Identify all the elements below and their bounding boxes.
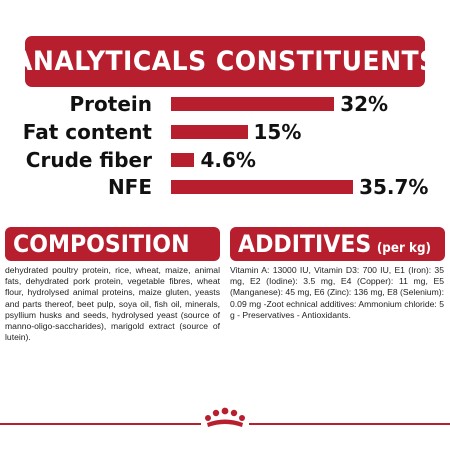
nutrient-row: Fat content 15% — [0, 119, 450, 145]
analytics-banner: ANALYTICALS CONSTITUENTS — [13, 36, 437, 87]
nutrient-bar — [171, 153, 195, 167]
nutrient-bar — [171, 180, 354, 194]
composition-header: COMPOSITION — [5, 227, 220, 261]
additives-text: Vitamin A: 13000 IU, Vitamin D3: 700 IU,… — [230, 265, 444, 320]
nutrient-value: 15% — [253, 120, 302, 144]
additives-title: ADDITIVES (per kg) — [238, 230, 431, 258]
nutrient-row: NFE 35.7% — [0, 174, 450, 200]
nutrient-label: Crude fiber — [25, 148, 152, 172]
nutrient-bar — [171, 125, 248, 139]
nutrient-label: Protein — [69, 92, 152, 116]
crown-icon — [205, 407, 245, 427]
composition-title: COMPOSITION — [13, 230, 190, 258]
nutrient-row: Protein 32% — [0, 91, 450, 117]
additives-header: ADDITIVES (per kg) — [230, 227, 445, 261]
royal-canin-logo — [201, 404, 249, 432]
nutrient-value: 35.7% — [359, 175, 429, 199]
nutrient-value: 4.6% — [200, 148, 256, 172]
nutrient-label: NFE — [107, 175, 152, 199]
analytics-title: ANALYTICALS CONSTITUENTS — [12, 46, 438, 77]
nutrient-value: 32% — [340, 92, 389, 116]
nutrient-bar — [171, 97, 335, 111]
additives-title-main: ADDITIVES — [238, 230, 372, 258]
additives-subtitle: (per kg) — [376, 241, 432, 256]
composition-text: dehydrated poultry protein, rice, wheat,… — [5, 265, 220, 343]
nutrient-label: Fat content — [22, 120, 152, 144]
nutrient-row: Crude fiber 4.6% — [0, 147, 450, 173]
